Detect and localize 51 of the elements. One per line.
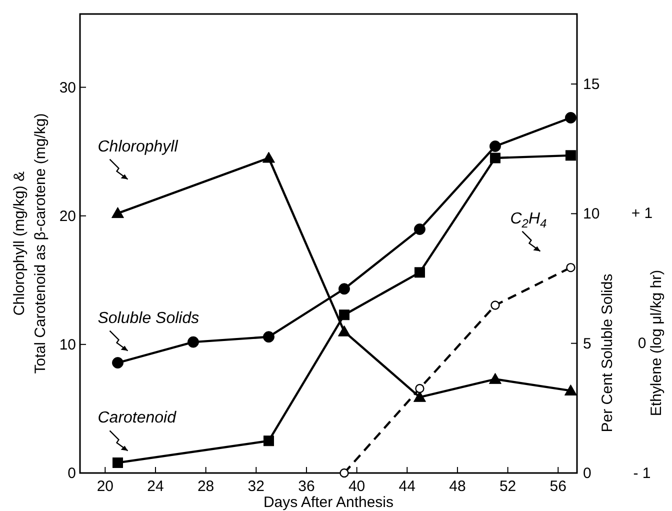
point: [340, 468, 349, 478]
x-tick-label: 32: [248, 478, 264, 495]
x-tick-label: 36: [298, 478, 315, 495]
point: [338, 283, 350, 295]
point: [263, 436, 274, 446]
y-tick-label: 0: [68, 465, 76, 482]
series-label: Soluble Solids: [98, 310, 200, 327]
point: [338, 310, 350, 320]
x-tick-label: 48: [449, 478, 466, 495]
y-axis-title: Chlorophyll (mg/kg) & Total Carotenoid as β-carotene (mg/kg): [11, 113, 49, 374]
series-label: Carotenoid: [98, 410, 178, 427]
point: [112, 457, 123, 468]
point: [187, 336, 199, 348]
text: C$_{2}$H$_{4}$: [510, 210, 548, 230]
y3-tick-label: + 1: [631, 204, 653, 222]
point: [414, 223, 426, 235]
point: [338, 325, 350, 336]
point: [490, 152, 500, 164]
x-tick-label: 20: [96, 478, 114, 495]
point: [262, 152, 275, 163]
x-tick-label: 44: [398, 478, 416, 495]
point: [564, 384, 577, 396]
y3-axis-title: Ethylene (log μl/kg hr): [648, 270, 665, 416]
point: [564, 112, 576, 124]
x-tick-label: 40: [348, 478, 366, 495]
point: [489, 140, 501, 152]
y-tick-label: 20: [59, 208, 76, 225]
point: [488, 372, 502, 384]
x-axis-title: Days After Anthesis: [263, 494, 394, 511]
point: [565, 150, 576, 161]
y-tick-label: 10: [59, 336, 76, 354]
x-tick-label: 28: [197, 478, 214, 495]
point: [414, 267, 425, 278]
point: [112, 357, 124, 369]
y3-tick-label: 0: [638, 334, 646, 352]
point: [111, 207, 124, 218]
text: Chlorophyll: [98, 138, 178, 156]
y2-tick-label: 0: [583, 465, 592, 482]
point: [566, 262, 576, 272]
y3-tick-label: - 1: [633, 465, 651, 482]
y2-axis-title: Per Cent Soluble Solids: [599, 274, 616, 432]
x-tick-label: 56: [550, 478, 566, 495]
y-tick-label: 30: [59, 79, 76, 96]
y2-tick-label: 5: [583, 335, 592, 352]
x-tick-label: 24: [147, 478, 164, 495]
point: [415, 384, 424, 394]
point: [262, 331, 274, 343]
x-tick-label: 52: [499, 478, 516, 495]
y2-tick-label: 15: [583, 76, 600, 94]
y2-tick-label: 10: [583, 206, 600, 223]
point: [490, 300, 500, 310]
